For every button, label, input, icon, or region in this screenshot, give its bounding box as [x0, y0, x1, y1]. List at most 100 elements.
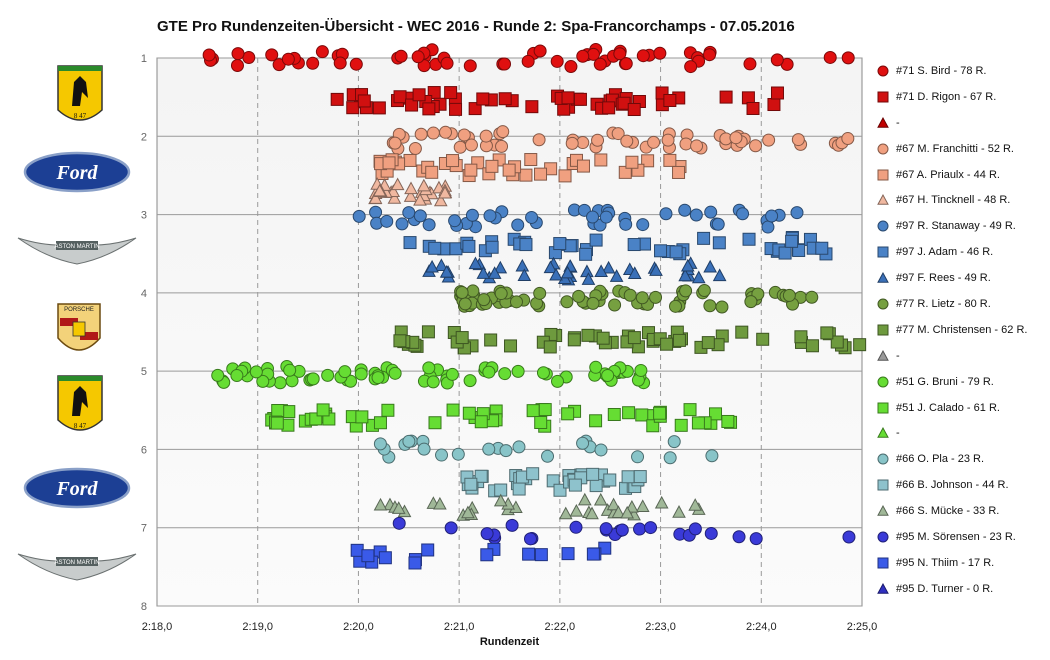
- data-point: [678, 268, 693, 282]
- ferrari-stripe: [58, 376, 102, 381]
- data-point: [683, 403, 697, 417]
- legend-marker: [877, 376, 889, 388]
- data-point: [493, 493, 508, 507]
- data-point: [421, 325, 435, 339]
- data-point: [841, 51, 855, 65]
- legend-label: #95 M. Sörensen - 23 R.: [896, 530, 1016, 543]
- aston-badge: [56, 241, 98, 250]
- data-point: [496, 125, 510, 139]
- data-point: [667, 435, 681, 449]
- data-point: [805, 290, 819, 304]
- data-point: [543, 340, 557, 354]
- legend-marker-shape: [877, 531, 889, 543]
- data-point: [484, 333, 498, 347]
- data-point: [557, 102, 571, 116]
- data-point: [679, 137, 693, 151]
- data-point: [346, 101, 360, 115]
- legend-marker-shape: [877, 453, 889, 465]
- data-point: [589, 414, 603, 428]
- data-point: [482, 365, 496, 379]
- data-point: [791, 133, 805, 147]
- ferrari-logo-text: 8 47: [74, 112, 87, 120]
- data-point: [449, 102, 463, 116]
- data-point: [524, 153, 538, 167]
- data-point: [735, 325, 749, 339]
- series-17: [460, 467, 647, 498]
- data-point: [749, 532, 763, 546]
- data-point: [505, 518, 519, 532]
- data-point: [461, 505, 475, 519]
- legend-item: #66 B. Johnson - 44 R.: [876, 472, 1046, 498]
- data-point: [785, 234, 799, 248]
- data-point: [586, 547, 600, 561]
- data-point: [688, 522, 702, 536]
- data-point: [742, 232, 756, 246]
- data-point: [422, 218, 436, 232]
- data-point: [830, 335, 844, 349]
- data-point: [519, 238, 533, 252]
- legend-label: #97 R. Stanaway - 49 R.: [896, 220, 1016, 233]
- data-point: [414, 127, 428, 141]
- legend-label: #66 B. Johnson - 44 R.: [896, 479, 1009, 492]
- legend-marker: [877, 143, 889, 155]
- data-point: [709, 407, 723, 421]
- data-point: [589, 360, 603, 374]
- data-point: [373, 497, 388, 511]
- data-point: [368, 191, 383, 204]
- series-8: [403, 230, 833, 261]
- data-point: [627, 331, 641, 345]
- ford-oval: [23, 467, 131, 509]
- prancing-horse-icon: [72, 386, 88, 416]
- legend-marker: [877, 402, 889, 414]
- x-tick-label: 2:24,0: [746, 621, 777, 633]
- series-20: [350, 541, 612, 570]
- data-point: [743, 57, 757, 71]
- legend-marker-shape: [877, 65, 889, 77]
- data-point: [525, 100, 539, 114]
- data-point: [704, 205, 718, 219]
- ford-logo-text: Ford: [55, 162, 98, 184]
- data-point: [523, 532, 537, 546]
- data-point: [534, 416, 548, 430]
- data-point: [653, 46, 667, 60]
- data-point: [749, 139, 763, 153]
- data-point: [487, 266, 502, 279]
- data-point: [569, 520, 583, 534]
- data-point: [372, 101, 386, 115]
- x-axis-label: Rundenzeit: [480, 636, 540, 648]
- data-point: [654, 495, 669, 509]
- data-point: [560, 265, 575, 279]
- data-point: [373, 416, 387, 430]
- data-point: [448, 214, 462, 228]
- series-18: [373, 492, 706, 521]
- data-point: [480, 548, 494, 562]
- data-point: [512, 482, 526, 496]
- legend-marker-shape: [877, 272, 889, 283]
- legend-marker-shape: [877, 557, 889, 569]
- aston-logo-text: ASTON MARTIN: [54, 244, 99, 250]
- data-point: [444, 86, 458, 100]
- data-point: [426, 126, 440, 140]
- x-tick-label: 2:21,0: [444, 621, 475, 633]
- series-11: [393, 325, 867, 355]
- data-point: [476, 266, 491, 279]
- legend-marker-shape: [877, 479, 889, 491]
- data-point: [538, 403, 552, 417]
- data-point: [756, 332, 770, 346]
- x-tick-label: 2:18,0: [142, 621, 173, 633]
- legend-item: #71 D. Rigon - 67 R.: [876, 84, 1046, 110]
- legend-label: #51 G. Bruni - 79 R.: [896, 375, 994, 388]
- data-point: [417, 178, 431, 192]
- data-point: [393, 334, 407, 348]
- data-point: [596, 331, 610, 345]
- series-1: [202, 42, 855, 74]
- data-point: [541, 449, 555, 463]
- data-point: [746, 101, 760, 115]
- data-point: [445, 367, 459, 381]
- data-point: [691, 270, 706, 284]
- data-point: [457, 128, 471, 142]
- data-point: [405, 98, 419, 112]
- data-point: [762, 133, 776, 147]
- legend-item: #77 M. Christensen - 62 R.: [876, 317, 1046, 343]
